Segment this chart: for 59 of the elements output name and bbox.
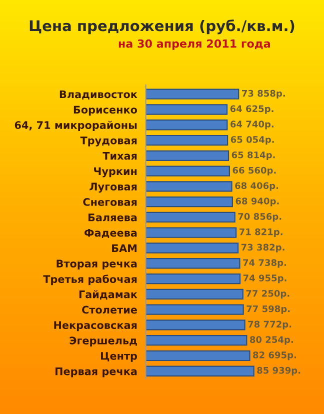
y-tick-label: Первая речка bbox=[55, 367, 137, 378]
bar bbox=[146, 350, 250, 362]
bar bbox=[146, 288, 244, 300]
data-label: 85 939р. bbox=[257, 366, 300, 376]
y-tick-label: Снеговая bbox=[83, 198, 137, 206]
chart-title: Цена предложения (руб./кв.м.) bbox=[30, 19, 294, 34]
bar bbox=[146, 104, 228, 115]
bar bbox=[146, 196, 233, 208]
y-tick-label: Борисенко bbox=[74, 106, 138, 116]
bar bbox=[146, 150, 230, 161]
data-label: 82 695р. bbox=[253, 352, 296, 360]
y-tick-label: Владивосток bbox=[60, 90, 138, 100]
bar bbox=[146, 335, 248, 346]
data-label: 68 940р. bbox=[236, 198, 279, 206]
bar bbox=[146, 166, 230, 176]
bar bbox=[146, 120, 228, 130]
y-tick-label: Некрасовская bbox=[54, 321, 137, 332]
data-label: 73 382р. bbox=[241, 244, 284, 252]
bar bbox=[146, 242, 239, 254]
y-tick-label: 64, 71 микрорайоны bbox=[14, 120, 137, 132]
bar bbox=[146, 181, 232, 192]
data-label: 64 740р. bbox=[230, 120, 274, 130]
bar bbox=[146, 320, 246, 330]
data-label: 80 254р. bbox=[250, 336, 293, 345]
y-tick-label: Гайдамак bbox=[79, 290, 138, 300]
bar bbox=[146, 212, 236, 223]
data-label: 77 250р. bbox=[246, 290, 290, 299]
data-label: 64 625р. bbox=[230, 105, 274, 114]
data-label: 65 054р. bbox=[230, 136, 274, 145]
y-tick-label: Столетие bbox=[82, 306, 137, 314]
bar bbox=[146, 227, 237, 238]
data-label: 74 738р. bbox=[243, 259, 286, 268]
data-label: 77 598р. bbox=[246, 305, 290, 314]
y-tick-label: Вторая речка bbox=[56, 260, 137, 270]
y-tick-label: Фадеева bbox=[84, 228, 137, 238]
y-tick-label: Эгершельд bbox=[70, 336, 137, 346]
y-tick-label: Тихая bbox=[102, 152, 137, 160]
data-label: 68 406р. bbox=[235, 182, 278, 191]
data-label: 70 856р. bbox=[238, 213, 282, 222]
bar bbox=[146, 258, 240, 269]
y-tick-label: БАМ bbox=[112, 244, 137, 252]
data-label: 71 821р. bbox=[239, 228, 282, 237]
y-tick-label: Чуркин bbox=[94, 167, 137, 178]
bar bbox=[146, 273, 241, 284]
data-label: 65 814р. bbox=[232, 151, 275, 160]
data-label: 66 560р. bbox=[232, 166, 276, 176]
data-label: 73 858р. bbox=[242, 90, 285, 98]
chart-subtitle: на 30 апреля 2011 года bbox=[118, 39, 270, 50]
data-label: 74 955р. bbox=[243, 274, 286, 284]
y-tick-label: Центр bbox=[101, 352, 137, 362]
bar bbox=[146, 134, 228, 146]
data-label: 78 772р. bbox=[248, 320, 292, 330]
bar bbox=[146, 304, 244, 315]
y-tick-label: Луговая bbox=[90, 182, 137, 193]
y-tick-label: Третья рабочая bbox=[43, 274, 137, 286]
bar bbox=[146, 88, 240, 100]
bar bbox=[146, 366, 254, 376]
y-tick-label: Трудовая bbox=[80, 136, 137, 146]
y-tick-label: Баляева bbox=[88, 214, 137, 222]
